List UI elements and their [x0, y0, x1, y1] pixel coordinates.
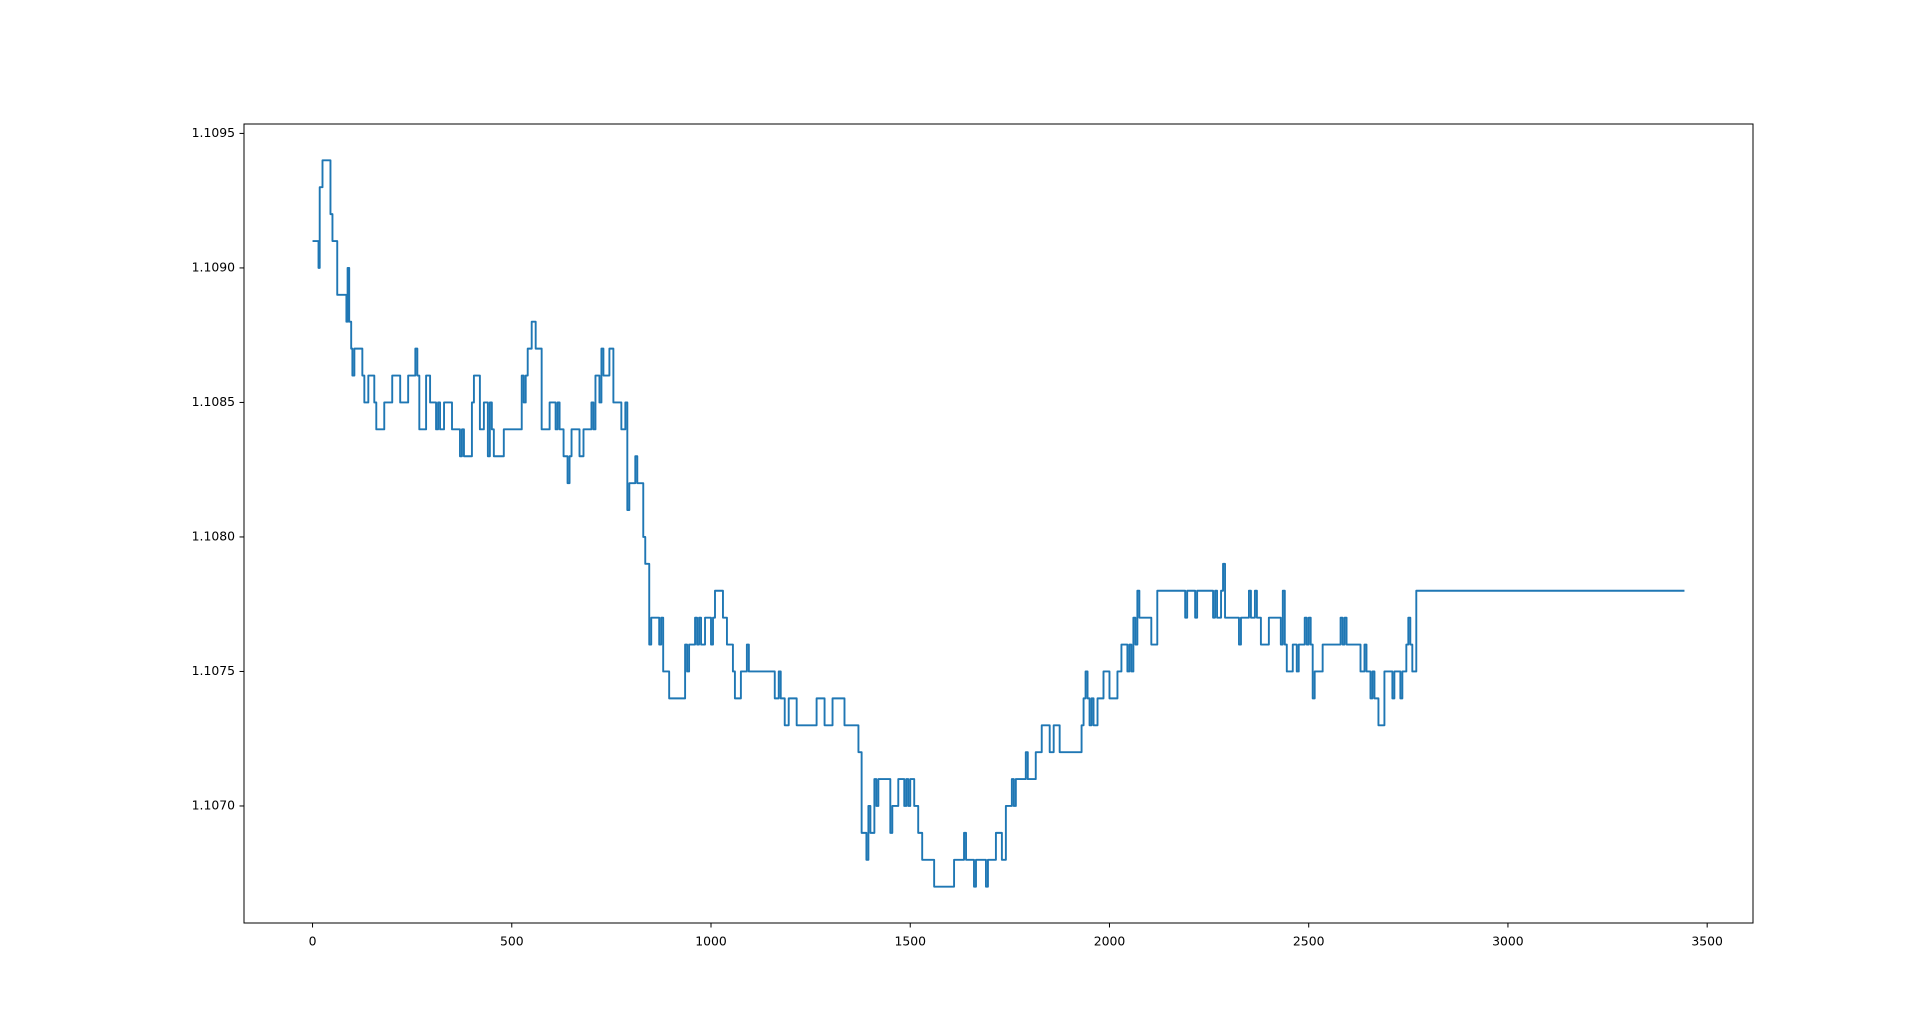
- x-tick-label: 1000: [695, 934, 727, 949]
- y-tick-label: 1.1080: [192, 528, 235, 543]
- y-tick-label: 1.1085: [192, 394, 235, 409]
- x-tick-label: 1500: [894, 934, 926, 949]
- x-tick-label: 2000: [1094, 934, 1126, 949]
- x-tick-label: 3000: [1492, 934, 1524, 949]
- x-tick-label: 500: [500, 934, 524, 949]
- y-tick-label: 1.1070: [192, 797, 235, 812]
- data-line: [312, 159, 1685, 888]
- x-tick-label: 3500: [1691, 934, 1723, 949]
- y-tick-label: 1.1075: [192, 663, 235, 678]
- y-tick-label: 1.1095: [192, 125, 235, 140]
- y-tick-label: 1.1090: [192, 259, 235, 274]
- x-tick-label: 2500: [1293, 934, 1325, 949]
- x-tick-label: 0: [309, 934, 317, 949]
- axes-frame: [243, 123, 1754, 924]
